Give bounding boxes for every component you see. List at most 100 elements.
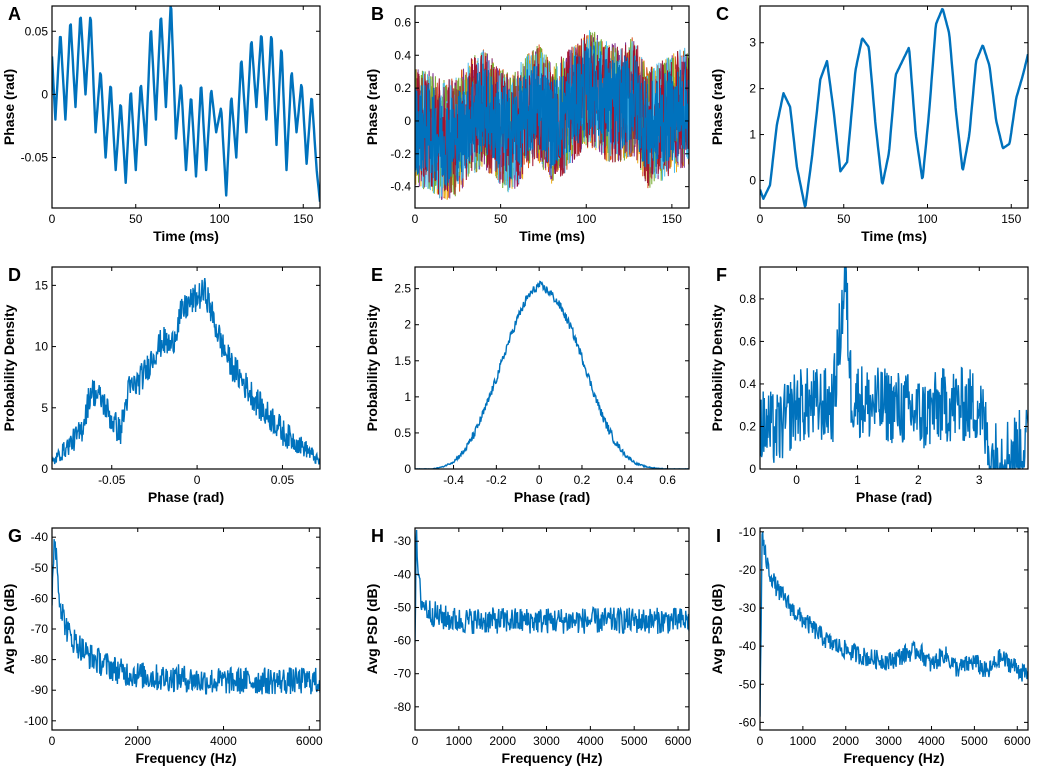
series-group <box>52 278 320 465</box>
series-line <box>415 280 689 469</box>
x-tick-label: 100 <box>576 212 596 226</box>
y-axis-title: Phase (rad) <box>1 69 17 145</box>
panel-e: -0.4 -0.2 0 0.2 0.4 0.6 0 0.5 1 1.5 2 2.5 Phase (rad… <box>364 265 690 505</box>
x-tick-label: 1000 <box>445 734 472 748</box>
series-line <box>760 531 1028 717</box>
x-tick-label: 0.6 <box>659 473 676 487</box>
x-tick-label: 0.2 <box>574 473 591 487</box>
x-tick-label: 50 <box>837 212 851 226</box>
y-tick-label: 0.05 <box>25 24 49 38</box>
panel-h: 0 1000 2000 3000 4000 5000 6000 -80 -70 -60 -50 -40… <box>364 526 692 766</box>
y-tick-label: 2.5 <box>394 282 411 296</box>
y-tick-label: 0.8 <box>739 292 756 306</box>
axes-frame <box>51 527 321 731</box>
x-tick-label: 0 <box>793 473 800 487</box>
x-tick-label: 3 <box>976 473 983 487</box>
series-line <box>52 539 320 695</box>
y-tick-label: 2 <box>404 318 411 332</box>
y-tick-label: 0 <box>749 462 756 476</box>
series-group <box>52 6 320 202</box>
x-tick-label: 150 <box>1001 212 1021 226</box>
y-tick-label: 5 <box>41 401 48 415</box>
y-tick-label: -50 <box>739 677 757 691</box>
axes-frame <box>414 527 690 731</box>
y-tick-label: 15 <box>35 278 49 292</box>
y-tick-label: -40 <box>739 639 757 653</box>
y-tick-label: -50 <box>394 600 412 614</box>
y-tick-label: 10 <box>35 340 49 354</box>
panel-f: 0 1 2 3 0 0.2 0.4 0.6 0.8 Phase (rad) Probability … <box>709 265 1029 505</box>
y-tick-label: -30 <box>394 534 412 548</box>
series-group <box>415 30 689 200</box>
y-tick-label: -60 <box>31 591 49 605</box>
y-tick-label: -80 <box>31 653 49 667</box>
x-tick-label: 150 <box>662 212 682 226</box>
y-axis-title: Probability Density <box>1 304 17 431</box>
x-tick-label: 1 <box>854 473 861 487</box>
x-tick-label: 50 <box>129 212 143 226</box>
y-tick-label: 1 <box>749 128 756 142</box>
series-line <box>52 278 320 465</box>
y-axis-title: Avg PSD (dB) <box>364 584 380 674</box>
y-tick-label: -60 <box>394 634 412 648</box>
axes-frame <box>51 5 321 209</box>
series-line <box>415 529 689 643</box>
x-tick-label: 0 <box>194 473 201 487</box>
y-axis-title: Phase (rad) <box>364 69 380 145</box>
y-tick-label: 0.5 <box>394 426 411 440</box>
x-tick-label: 100 <box>209 212 229 226</box>
x-axis-title: Phase (rad) <box>856 489 932 505</box>
x-tick-label: 0 <box>49 734 56 748</box>
x-tick-label: 2000 <box>124 734 151 748</box>
panel-letter: D <box>8 265 21 285</box>
panel-letter: G <box>8 526 22 546</box>
y-tick-label: -70 <box>394 667 412 681</box>
x-tick-label: 100 <box>917 212 937 226</box>
y-tick-label: 0 <box>41 87 48 101</box>
series-group <box>415 529 689 643</box>
x-tick-label: 4000 <box>918 734 945 748</box>
panel-i: 0 1000 2000 3000 4000 5000 6000 -60 -50 -40 -30 -20… <box>709 525 1031 766</box>
x-tick-label: 50 <box>494 212 508 226</box>
y-axis-title: Phase (rad) <box>709 69 725 145</box>
x-tick-label: 150 <box>293 212 313 226</box>
y-tick-label: 0 <box>404 114 411 128</box>
x-tick-label: 1000 <box>790 734 817 748</box>
x-tick-label: 6000 <box>1004 734 1031 748</box>
x-tick-label: 2000 <box>489 734 516 748</box>
axes-frame <box>759 527 1029 731</box>
x-tick-label: 4000 <box>577 734 604 748</box>
panel-a: 0 50 100 150 -0.05 0 0.05 Time (ms) Phase (rad) A <box>1 4 321 244</box>
x-axis-title: Frequency (Hz) <box>843 750 944 766</box>
series-line <box>415 45 689 186</box>
x-axis-title: Frequency (Hz) <box>135 750 236 766</box>
x-tick-label: 0 <box>536 473 543 487</box>
series-line <box>760 267 1028 469</box>
y-tick-label: 0.4 <box>739 377 756 391</box>
y-tick-label: -20 <box>739 563 757 577</box>
y-tick-label: -80 <box>394 700 412 714</box>
x-tick-label: 5000 <box>621 734 648 748</box>
x-tick-label: 0.05 <box>271 473 295 487</box>
y-tick-label: -70 <box>31 622 49 636</box>
axes-frame <box>759 266 1029 470</box>
x-axis-title: Time (ms) <box>519 228 585 244</box>
x-tick-label: 6000 <box>296 734 323 748</box>
panel-letter: I <box>716 526 721 546</box>
x-axis-title: Frequency (Hz) <box>501 750 602 766</box>
y-tick-label: 1.5 <box>394 354 411 368</box>
y-tick-label: -30 <box>739 601 757 615</box>
x-tick-label: -0.05 <box>98 473 126 487</box>
axes-frame <box>51 266 321 470</box>
x-tick-label: 0 <box>757 212 764 226</box>
y-tick-label: 0 <box>749 173 756 187</box>
series-group <box>52 539 320 695</box>
axes-frame <box>414 5 690 209</box>
x-axis-title: Time (ms) <box>153 228 219 244</box>
series-line <box>760 7 1028 208</box>
series-group <box>760 7 1028 208</box>
panel-d: -0.05 0 0.05 0 5 10 15 Phase (rad) Probability D… <box>1 265 321 505</box>
x-tick-label: -0.4 <box>443 473 464 487</box>
y-tick-label: 0.2 <box>739 419 756 433</box>
